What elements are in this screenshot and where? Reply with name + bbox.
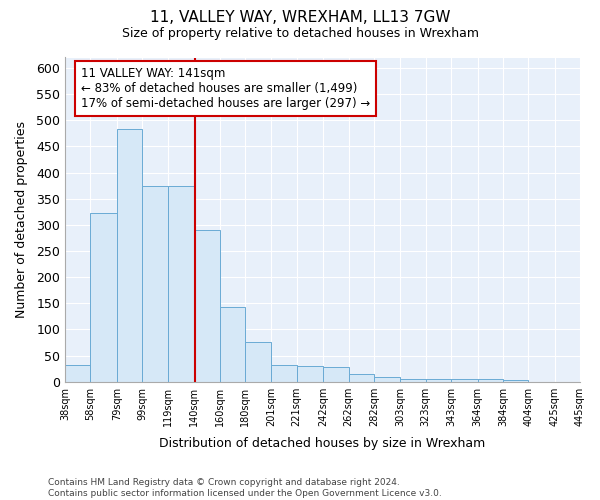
Bar <box>451 379 478 382</box>
Bar <box>349 374 374 382</box>
Bar <box>478 379 503 382</box>
Bar <box>142 186 167 382</box>
Bar <box>400 379 425 382</box>
Bar <box>245 342 271 382</box>
Bar <box>503 380 528 382</box>
X-axis label: Distribution of detached houses by size in Wrexham: Distribution of detached houses by size … <box>160 437 486 450</box>
Bar <box>271 365 296 382</box>
Bar <box>194 230 220 382</box>
Bar <box>65 365 91 382</box>
Bar <box>91 214 117 382</box>
Bar <box>296 366 323 382</box>
Bar <box>167 186 194 382</box>
Text: 11, VALLEY WAY, WREXHAM, LL13 7GW: 11, VALLEY WAY, WREXHAM, LL13 7GW <box>150 10 450 25</box>
Bar <box>374 378 400 382</box>
Text: Contains HM Land Registry data © Crown copyright and database right 2024.
Contai: Contains HM Land Registry data © Crown c… <box>48 478 442 498</box>
Bar <box>220 307 245 382</box>
Text: 11 VALLEY WAY: 141sqm
← 83% of detached houses are smaller (1,499)
17% of semi-d: 11 VALLEY WAY: 141sqm ← 83% of detached … <box>80 67 370 110</box>
Y-axis label: Number of detached properties: Number of detached properties <box>15 121 28 318</box>
Bar <box>323 367 349 382</box>
Bar <box>117 129 142 382</box>
Bar <box>425 379 451 382</box>
Text: Size of property relative to detached houses in Wrexham: Size of property relative to detached ho… <box>121 28 479 40</box>
